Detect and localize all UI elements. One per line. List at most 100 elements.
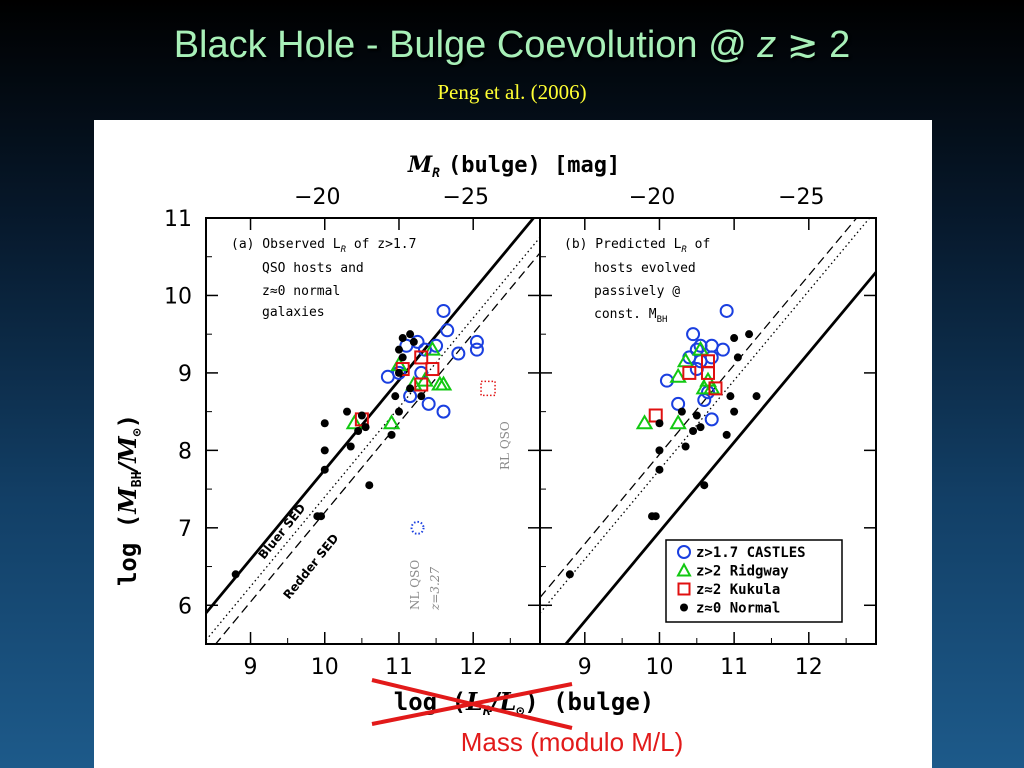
normal-point (409, 337, 418, 346)
kukula-point (414, 350, 429, 365)
nl-qso-z-label: z=3.27 (428, 567, 442, 611)
kukula-point (648, 408, 663, 423)
normal-point (357, 411, 366, 420)
castles-point (436, 303, 451, 318)
normal-point (565, 570, 574, 579)
y-tick-label: 11 (164, 207, 192, 232)
panel-a-frame (205, 217, 541, 645)
ridgway-point (434, 375, 453, 391)
castles-point (686, 327, 701, 342)
normal-point (320, 446, 329, 455)
y-tick-label: 8 (178, 439, 192, 464)
y-tick-label: 10 (164, 284, 192, 309)
castles-point (704, 412, 719, 427)
svg-text:hosts evolved: hosts evolved (594, 261, 696, 276)
ridgway-point (345, 414, 364, 430)
y-tick-label: 9 (178, 362, 192, 387)
ridgway-point (382, 414, 401, 430)
normal-point (417, 392, 426, 401)
normal-point (655, 446, 664, 455)
legend-label: z≈0 Normal (696, 601, 780, 617)
normal-point (365, 481, 374, 490)
panel-b-line-dashed (540, 218, 858, 598)
normal-point (387, 430, 396, 439)
castles-point (391, 365, 406, 380)
top-axis-label: MR (bulge) [mag] (407, 152, 620, 181)
rl-qso-point (480, 380, 496, 397)
mass-caption: Mass (modulo M/L) (460, 727, 684, 757)
bluer-sed-label: Bluer SED (255, 501, 308, 562)
normal-point (346, 442, 355, 451)
normal-point (752, 392, 761, 401)
x-tick-label: 9 (244, 655, 258, 680)
legend-label: z≈2 Kukula (696, 582, 780, 598)
panel-a-line-solid (206, 218, 536, 614)
kukula-point (395, 362, 410, 377)
normal-point (722, 430, 731, 439)
normal-point (394, 368, 403, 377)
normal-point (398, 334, 407, 343)
svg-text:QSO hosts and: QSO hosts and (262, 261, 364, 276)
ridgway-point (691, 340, 710, 356)
normal-point (231, 570, 240, 579)
normal-point (730, 407, 739, 416)
castles-point (671, 396, 686, 411)
normal-point (696, 423, 705, 432)
castles-point (469, 334, 484, 349)
panel-a-line-dashed (214, 252, 540, 644)
top-tick-label: −20 (294, 185, 340, 210)
normal-point (394, 407, 403, 416)
normal-point (655, 419, 664, 428)
normal-point (361, 423, 370, 432)
slide-title-text: Black Hole - Bulge Coevolution @ (173, 24, 747, 66)
svg-text:(b) Predicted LR of: (b) Predicted LR of (564, 237, 710, 255)
normal-point (391, 392, 400, 401)
axis-ticks: 9 10 11 12 6 7 8 9 10 11 −20 −25 9 10 11 12 −20 −25 (164, 185, 876, 680)
rl-qso-label: RL QSO (498, 421, 512, 470)
figure-svg: 9 10 11 12 6 7 8 9 10 11 −20 −25 9 10 11 12 −20 −25 MR (bu… (113, 152, 877, 730)
axis-label-crossout (371, 678, 573, 730)
x-tick-label: 10 (645, 655, 673, 680)
legend-marker-ridgway (676, 562, 692, 577)
y-tick-label: 7 (178, 517, 192, 542)
castles-point (715, 342, 730, 357)
panel-b-frame (539, 217, 877, 645)
legend-box (665, 539, 843, 623)
kukula-point (701, 354, 715, 369)
normal-point (700, 481, 709, 490)
castles-point (436, 404, 451, 419)
normal-point (730, 334, 739, 343)
nl-qso-label: NL QSO (408, 560, 422, 610)
kukula-point (708, 381, 723, 396)
figure-panel: 9 10 11 12 6 7 8 9 10 11 −20 −25 9 10 11 12 −20 −25 MR (bu… (94, 120, 932, 768)
ridgway-point (669, 367, 687, 383)
x-tick-label: 11 (720, 655, 748, 680)
normal-point (681, 442, 690, 451)
legend-label: z>2 Ridgway (696, 564, 789, 580)
normal-point (354, 427, 363, 435)
svg-text:const. MBH: const. MBH (594, 307, 667, 325)
panel-a-line-dotted (206, 236, 540, 641)
x-tick-label: 9 (578, 655, 592, 680)
ridgway-point (676, 352, 695, 368)
slide-title: Black Hole - Bulge Coevolution @ z ≳ 2 (0, 22, 1024, 67)
x-tick-label: 10 (311, 655, 339, 680)
normal-point (406, 384, 415, 393)
x-tick-label: 12 (459, 655, 487, 680)
x-tick-label: 11 (385, 655, 413, 680)
castles-point (719, 303, 734, 318)
relation-lines (206, 218, 876, 644)
normal-point (317, 512, 326, 521)
castles-point (440, 323, 455, 338)
normal-point (745, 330, 754, 339)
normal-point (343, 407, 352, 416)
castles-point (469, 342, 484, 357)
panel-b-annotation: (b) Predicted LR of hosts evolved passiv… (564, 237, 710, 325)
kukula-point (425, 362, 440, 377)
ridgway-point (669, 414, 687, 430)
legend: z>1.7 CASTLES z>2 Ridgway z≈2 Kukula z≈0 No… (665, 539, 843, 623)
normal-point (651, 512, 660, 521)
svg-text:z≈0 normal: z≈0 normal (262, 284, 340, 299)
nl-qso-point (410, 520, 425, 535)
data-points (231, 303, 761, 579)
